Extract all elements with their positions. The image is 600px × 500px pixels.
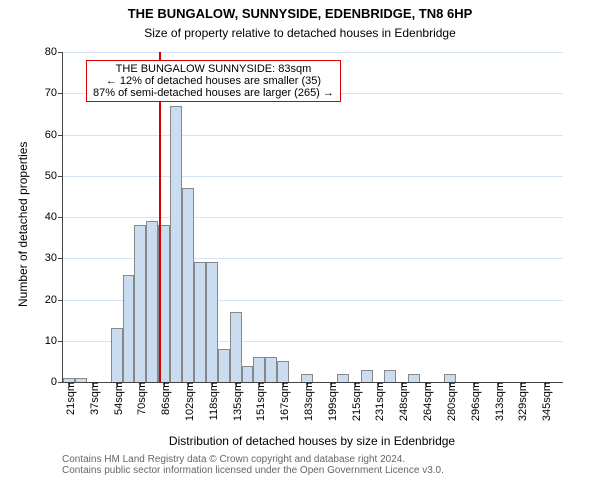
histogram-bar — [170, 106, 182, 382]
gridline — [63, 217, 563, 218]
xtick-label: 264sqm — [418, 382, 434, 421]
histogram-bar — [242, 366, 254, 383]
x-axis-label: Distribution of detached houses by size … — [62, 434, 562, 448]
ytick-label: 50 — [45, 170, 63, 182]
xtick-label: 313sqm — [490, 382, 506, 421]
histogram-bar — [408, 374, 420, 382]
xtick-label: 296sqm — [466, 382, 482, 421]
histogram-bar — [146, 221, 158, 382]
ytick-label: 60 — [45, 129, 63, 141]
histogram-bar — [384, 370, 396, 382]
ytick-label: 80 — [45, 46, 63, 58]
xtick-label: 248sqm — [394, 382, 410, 421]
annotation-line: 87% of semi-detached houses are larger (… — [93, 87, 334, 99]
xtick-label: 86sqm — [156, 382, 172, 415]
ytick-label: 70 — [45, 87, 63, 99]
histogram-bar — [206, 262, 218, 382]
histogram-bar — [230, 312, 242, 382]
xtick-label: 280sqm — [442, 382, 458, 421]
xtick-label: 215sqm — [347, 382, 363, 421]
annotation-box: THE BUNGALOW SUNNYSIDE: 83sqm ← 12% of d… — [86, 60, 341, 102]
xtick-label: 345sqm — [537, 382, 553, 421]
ytick-label: 20 — [45, 294, 63, 306]
histogram-bar — [301, 374, 313, 382]
annotation-line: THE BUNGALOW SUNNYSIDE: 83sqm — [93, 63, 334, 75]
xtick-label: 135sqm — [228, 382, 244, 421]
xtick-label: 231sqm — [370, 382, 386, 421]
xtick-label: 54sqm — [109, 382, 125, 415]
credits-line: Contains public sector information licen… — [62, 465, 444, 476]
xtick-label: 199sqm — [323, 382, 339, 421]
xtick-label: 183sqm — [299, 382, 315, 421]
gridline — [63, 52, 563, 53]
xtick-label: 329sqm — [513, 382, 529, 421]
gridline — [63, 135, 563, 136]
xtick-label: 70sqm — [132, 382, 148, 415]
histogram-bar — [218, 349, 230, 382]
y-axis-label: Number of detached properties — [16, 142, 30, 307]
histogram-bar — [111, 328, 123, 382]
annotation-line: ← 12% of detached houses are smaller (35… — [93, 75, 334, 87]
xtick-label: 37sqm — [85, 382, 101, 415]
histogram-bar — [134, 225, 146, 382]
histogram-bar — [444, 374, 456, 382]
credits: Contains HM Land Registry data © Crown c… — [62, 454, 444, 476]
histogram-bar — [361, 370, 373, 382]
histogram-bar — [123, 275, 135, 382]
xtick-label: 167sqm — [275, 382, 291, 421]
chart-subtitle: Size of property relative to detached ho… — [0, 26, 600, 40]
histogram-bar — [337, 374, 349, 382]
gridline — [63, 176, 563, 177]
xtick-label: 102sqm — [180, 382, 196, 421]
credits-line: Contains HM Land Registry data © Crown c… — [62, 454, 444, 465]
histogram-bar — [265, 357, 277, 382]
histogram-bar — [182, 188, 194, 382]
chart-title: THE BUNGALOW, SUNNYSIDE, EDENBRIDGE, TN8… — [0, 6, 600, 21]
histogram-bar — [277, 361, 289, 382]
histogram-bar — [253, 357, 265, 382]
xtick-label: 118sqm — [204, 382, 220, 420]
ytick-label: 30 — [45, 252, 63, 264]
ytick-label: 40 — [45, 211, 63, 223]
ytick-label: 10 — [45, 335, 63, 347]
xtick-label: 21sqm — [61, 382, 77, 415]
histogram-bar — [194, 262, 206, 382]
xtick-label: 151sqm — [251, 382, 267, 421]
